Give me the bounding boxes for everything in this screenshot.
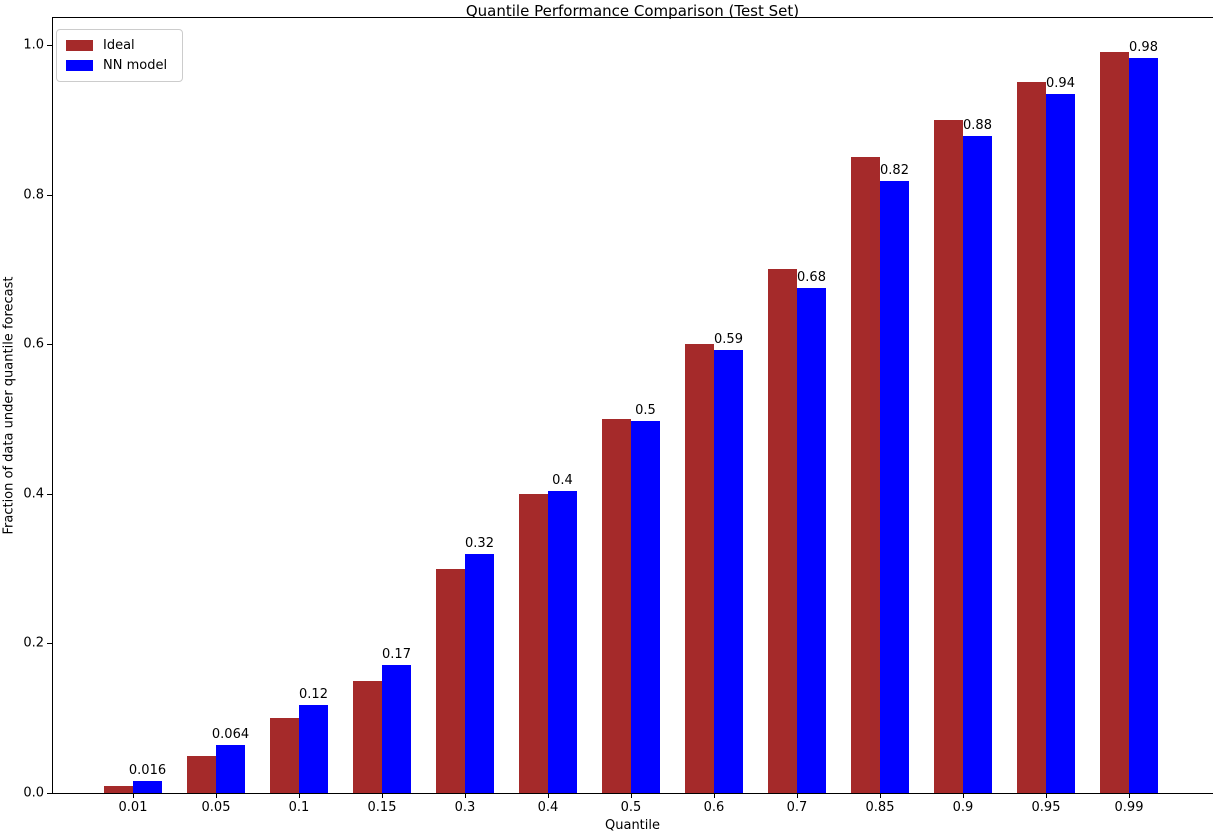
x-tick-label: 0.85 — [865, 800, 895, 815]
y-tick — [47, 643, 52, 644]
bar-nn-model — [548, 491, 577, 793]
bar-ideal — [519, 494, 548, 793]
bar-nn-model — [133, 781, 162, 793]
bar-value-label: 0.17 — [382, 647, 411, 662]
bar-value-label: 0.68 — [797, 270, 826, 285]
bar-ideal — [104, 786, 133, 793]
legend-item-ideal: Ideal — [66, 37, 172, 54]
bar-value-label: 0.98 — [1129, 40, 1158, 55]
x-tick-label: 0.99 — [1114, 800, 1144, 815]
bar-ideal — [1017, 82, 1046, 793]
bar-ideal — [187, 756, 216, 793]
x-tick — [1129, 794, 1130, 798]
bar-ideal — [768, 269, 797, 793]
x-tick-label: 0.9 — [952, 800, 974, 815]
bar-nn-model — [465, 554, 494, 793]
y-axis-label: Fraction of data under quantile forecast — [1, 276, 17, 535]
x-tick-label: 0.15 — [367, 800, 397, 815]
bar-value-label: 0.32 — [465, 536, 494, 551]
x-tick — [465, 794, 466, 798]
y-tick — [47, 793, 52, 794]
x-tick-label: 0.7 — [786, 800, 808, 815]
x-tick-label: 0.6 — [703, 800, 725, 815]
bar-nn-model — [797, 288, 826, 793]
x-tick-label: 0.4 — [537, 800, 559, 815]
bottom-spine — [52, 793, 1213, 794]
x-tick — [548, 794, 549, 798]
x-tick-label: 0.95 — [1031, 800, 1061, 815]
x-tick — [714, 794, 715, 798]
x-tick — [133, 794, 134, 798]
top-spine — [52, 17, 1213, 18]
y-tick-label: 0.0 — [23, 785, 44, 801]
bar-ideal — [436, 569, 465, 793]
legend-item-nn-model: NN model — [66, 57, 172, 74]
y-tick — [47, 45, 52, 46]
bar-nn-model — [963, 136, 992, 793]
x-tick-label: 0.5 — [620, 800, 642, 815]
bar-nn-model — [299, 705, 328, 793]
bar-ideal — [602, 419, 631, 793]
x-tick — [963, 794, 964, 798]
x-tick — [1046, 794, 1047, 798]
x-tick-label: 0.1 — [288, 800, 310, 815]
x-tick-label: 0.01 — [118, 800, 148, 815]
bar-value-label: 0.59 — [714, 332, 743, 347]
legend-label-nn-model: NN model — [103, 58, 168, 73]
x-tick — [797, 794, 798, 798]
bar-ideal — [270, 718, 299, 793]
x-tick-label: 0.05 — [201, 800, 231, 815]
bar-value-label: 0.94 — [1046, 76, 1075, 91]
bar-ideal — [1100, 52, 1129, 793]
y-tick-label: 1.0 — [23, 37, 44, 53]
x-tick — [631, 794, 632, 798]
x-tick — [880, 794, 881, 798]
x-tick — [382, 794, 383, 798]
ideal-swatch-icon — [66, 40, 93, 51]
bar-value-label: 0.5 — [635, 403, 656, 418]
bar-value-label: 0.82 — [880, 163, 909, 178]
bar-ideal — [353, 681, 382, 793]
y-tick-label: 0.6 — [23, 336, 44, 352]
bar-value-label: 0.12 — [299, 687, 328, 702]
y-tick — [47, 494, 52, 495]
x-tick — [216, 794, 217, 798]
legend: Ideal NN model — [56, 29, 183, 82]
bar-nn-model — [1046, 94, 1075, 793]
bar-ideal — [851, 157, 880, 793]
y-tick — [47, 344, 52, 345]
legend-label-ideal: Ideal — [103, 38, 135, 53]
y-tick — [47, 195, 52, 196]
bar-nn-model — [631, 421, 660, 793]
x-tick-label: 0.3 — [454, 800, 476, 815]
bar-value-label: 0.016 — [128, 763, 167, 778]
y-tick-label: 0.8 — [23, 187, 44, 203]
y-tick-label: 0.4 — [23, 486, 44, 502]
bar-value-label: 0.88 — [963, 118, 992, 133]
left-spine — [52, 17, 53, 794]
x-tick — [299, 794, 300, 798]
bar-value-label: 0.4 — [552, 473, 573, 488]
nn-model-swatch-icon — [66, 60, 93, 71]
bar-nn-model — [714, 350, 743, 793]
bar-nn-model — [382, 665, 411, 793]
bar-nn-model — [216, 745, 245, 793]
chart-title: Quantile Performance Comparison (Test Se… — [465, 2, 800, 20]
bar-ideal — [685, 344, 714, 793]
bar-nn-model — [880, 181, 909, 793]
bar-nn-model — [1129, 58, 1158, 793]
y-tick-label: 0.2 — [23, 635, 44, 651]
x-axis-label: Quantile — [605, 818, 660, 833]
bar-value-label: 0.064 — [211, 727, 250, 742]
bar-ideal — [934, 120, 963, 793]
